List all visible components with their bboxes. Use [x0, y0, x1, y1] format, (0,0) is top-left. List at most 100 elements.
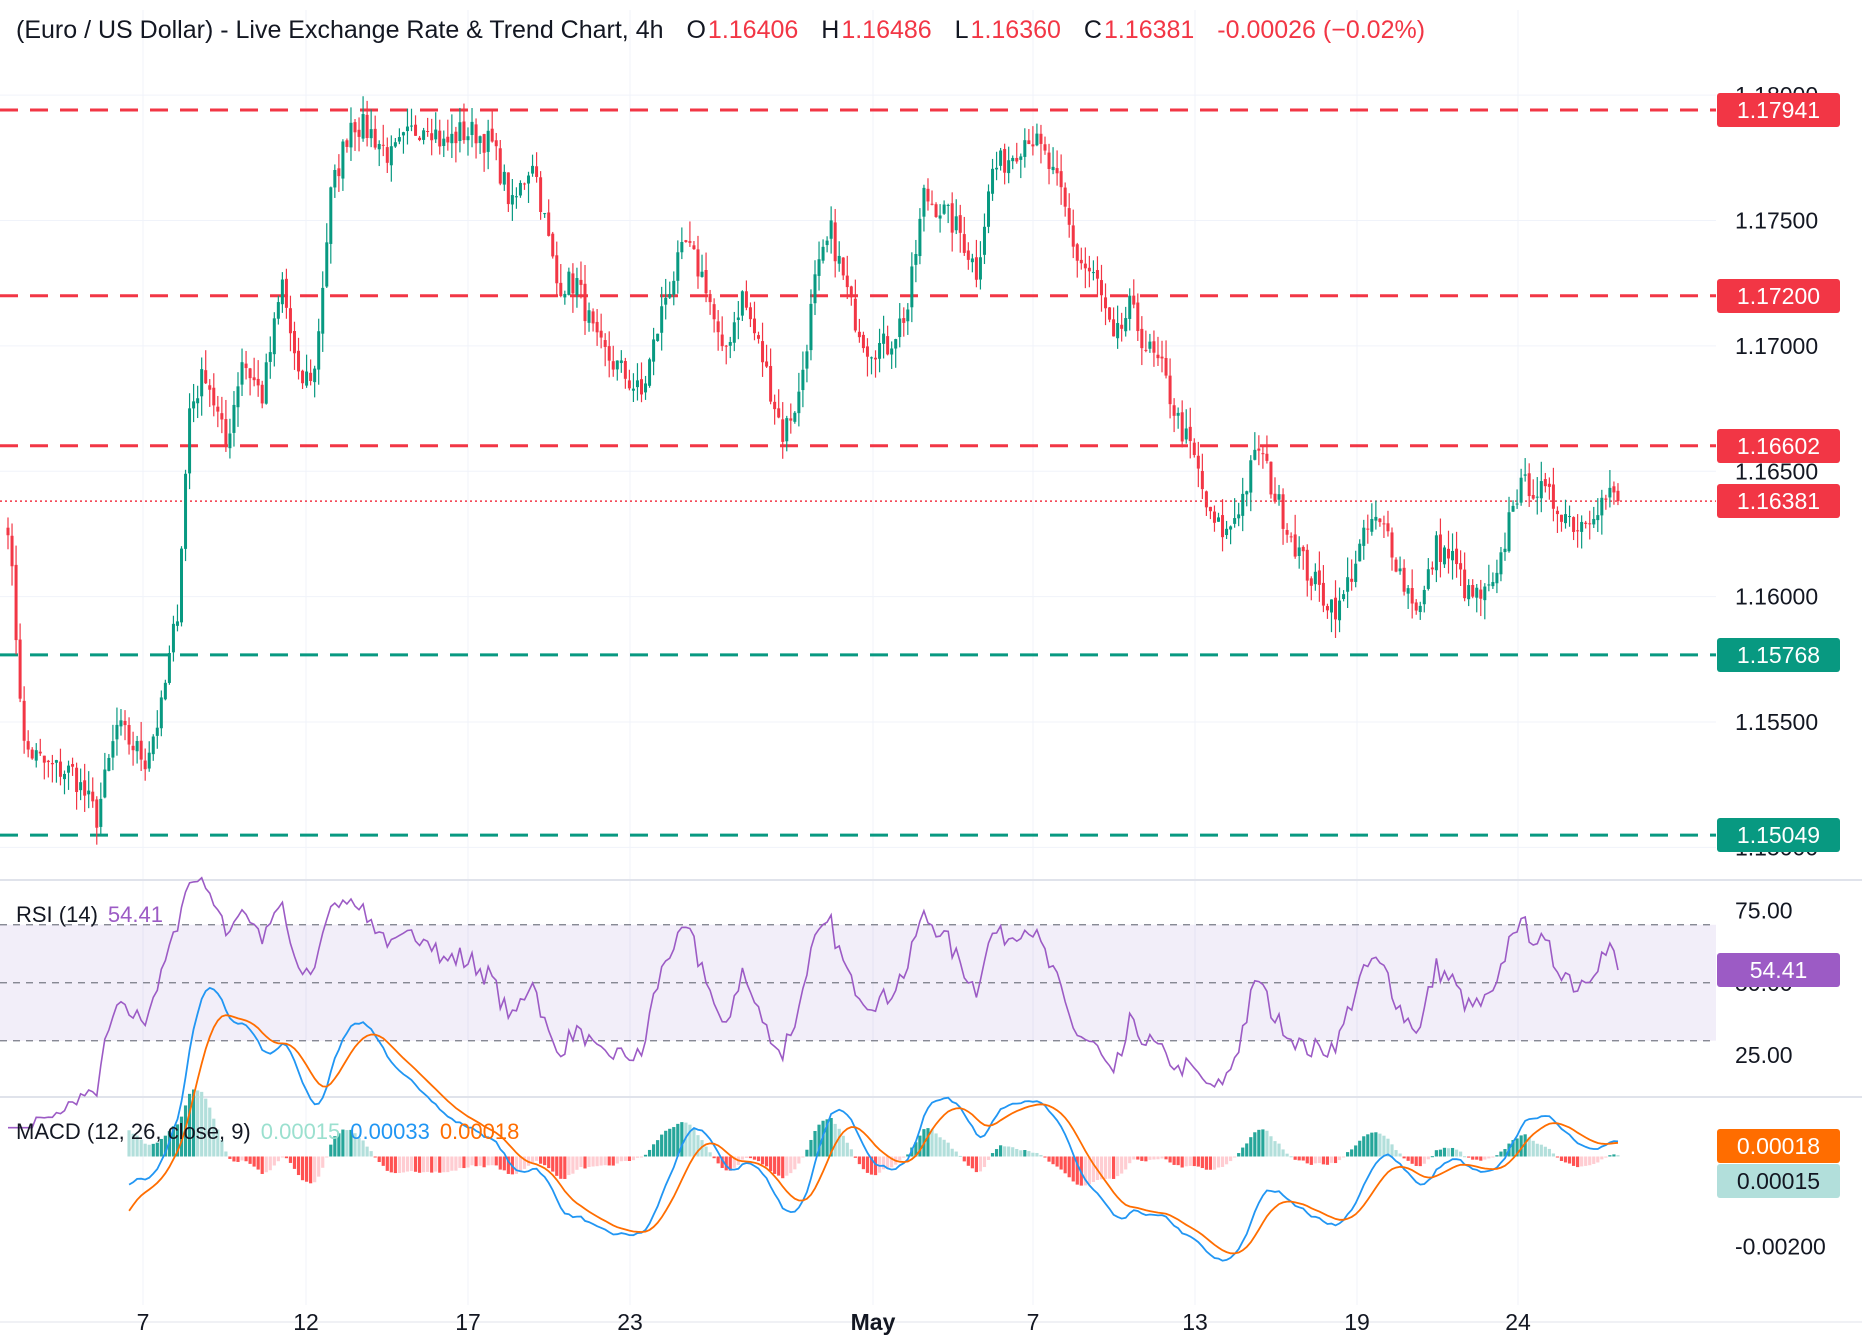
candle-body — [67, 765, 71, 773]
candle-body — [789, 418, 793, 421]
close-value: 1.16381 — [1103, 16, 1195, 44]
candle-body — [18, 639, 22, 699]
candle-body — [1055, 168, 1059, 174]
candle-body — [1217, 517, 1220, 522]
macd-histogram-bar — [1414, 1156, 1418, 1166]
macd-histogram-bar — [813, 1130, 817, 1157]
macd-histogram-bar — [442, 1156, 446, 1173]
candle-body — [999, 150, 1003, 166]
macd-histogram-bar — [349, 1129, 353, 1157]
macd-histogram-bar — [865, 1156, 870, 1173]
candle-body — [527, 175, 531, 184]
macd-histogram-bar — [1362, 1136, 1366, 1157]
macd-histogram-bar — [797, 1156, 801, 1164]
candle-body — [1083, 263, 1087, 269]
macd-histogram-bar — [450, 1156, 454, 1171]
candle-body — [1503, 548, 1507, 553]
candle-body — [1543, 479, 1547, 487]
candle-body — [95, 799, 99, 828]
macd-histogram-bar — [1176, 1156, 1180, 1166]
candle-body — [107, 757, 111, 771]
macd-histogram-bar — [1172, 1156, 1176, 1165]
candle-body — [676, 252, 680, 281]
candle-body — [563, 293, 567, 298]
macd-histogram-bar — [567, 1156, 571, 1176]
macd-histogram-bar — [409, 1156, 414, 1171]
candle-body — [502, 171, 506, 185]
macd-histogram-bar — [1350, 1149, 1354, 1157]
macd-histogram-bar — [413, 1156, 418, 1172]
candle-body — [1394, 559, 1398, 572]
candle-body — [1334, 597, 1338, 620]
candle-body — [1539, 481, 1543, 499]
macd-histogram-bar — [1354, 1145, 1358, 1157]
candle-body — [381, 144, 385, 146]
candle-body — [841, 257, 845, 276]
candle-body — [272, 318, 276, 355]
macd-histogram-bar — [1398, 1153, 1402, 1157]
macd-histogram-bar — [276, 1156, 280, 1162]
candle-body — [288, 308, 292, 334]
candle-body — [1095, 270, 1099, 279]
macd-histogram-bar — [785, 1156, 789, 1176]
macd-histogram-bar — [1023, 1150, 1027, 1157]
candle-body — [991, 168, 995, 194]
candle-body — [1144, 349, 1148, 351]
candle-body — [349, 122, 353, 148]
macd-histogram-bar — [1257, 1129, 1261, 1157]
candle-body — [1229, 526, 1233, 530]
candle-body — [914, 254, 918, 265]
macd-histogram-bar — [990, 1153, 995, 1157]
candle-body — [777, 408, 781, 418]
candle-body — [1269, 461, 1273, 495]
macd-histogram-bar — [603, 1156, 607, 1166]
candle-body — [740, 291, 744, 316]
macd-histogram-bar — [579, 1156, 583, 1168]
macd-histogram-bar — [1019, 1150, 1023, 1157]
candle-body — [1253, 449, 1257, 460]
macd-histogram-bar — [962, 1156, 966, 1162]
candle-body — [34, 750, 38, 761]
price-tick-label: 1.15500 — [1735, 709, 1818, 735]
macd-histogram-bar — [1463, 1156, 1467, 1158]
macd-histogram-bar — [861, 1156, 866, 1170]
macd-histogram-bar — [1539, 1144, 1543, 1157]
candle-body — [1099, 280, 1103, 296]
candle-body — [1289, 536, 1293, 538]
candle-body — [708, 294, 712, 303]
candle-body — [450, 133, 454, 144]
macd-histogram-bar — [296, 1156, 301, 1176]
candle-body — [474, 124, 478, 144]
macd-histogram-bar — [748, 1156, 753, 1159]
candle-body — [171, 623, 175, 653]
candle-body — [208, 385, 212, 390]
candle-body — [712, 304, 716, 320]
macd-histogram-bar — [1204, 1156, 1208, 1170]
candle-body — [1104, 297, 1108, 309]
candle-body — [1515, 503, 1519, 505]
macd-histogram-bar — [490, 1156, 494, 1166]
candle-body — [143, 760, 147, 770]
macd-histogram-bar — [530, 1156, 535, 1163]
candle-body — [688, 241, 692, 243]
macd-histogram-bar — [982, 1156, 987, 1168]
candle-body — [1535, 496, 1539, 498]
macd-histogram-bar — [179, 1116, 184, 1157]
macd-histogram-bar — [357, 1138, 361, 1157]
macd-histogram-bar — [1055, 1156, 1059, 1167]
candle-body — [1148, 341, 1152, 349]
macd-histogram-bar — [886, 1156, 890, 1169]
candle-body — [188, 408, 192, 474]
macd-histogram-bar — [1511, 1140, 1515, 1157]
macd-histogram-bar — [1543, 1146, 1547, 1157]
macd-histogram-bar — [712, 1156, 716, 1159]
macd-histogram-bar — [337, 1133, 341, 1157]
candle-body — [1184, 428, 1188, 440]
candle-body — [942, 204, 946, 214]
candle-body — [139, 740, 143, 760]
candle-body — [1204, 491, 1208, 508]
macd-histogram-bar — [1047, 1156, 1051, 1162]
candle-body — [393, 142, 397, 147]
rsi-title: RSI (14) — [16, 902, 98, 927]
